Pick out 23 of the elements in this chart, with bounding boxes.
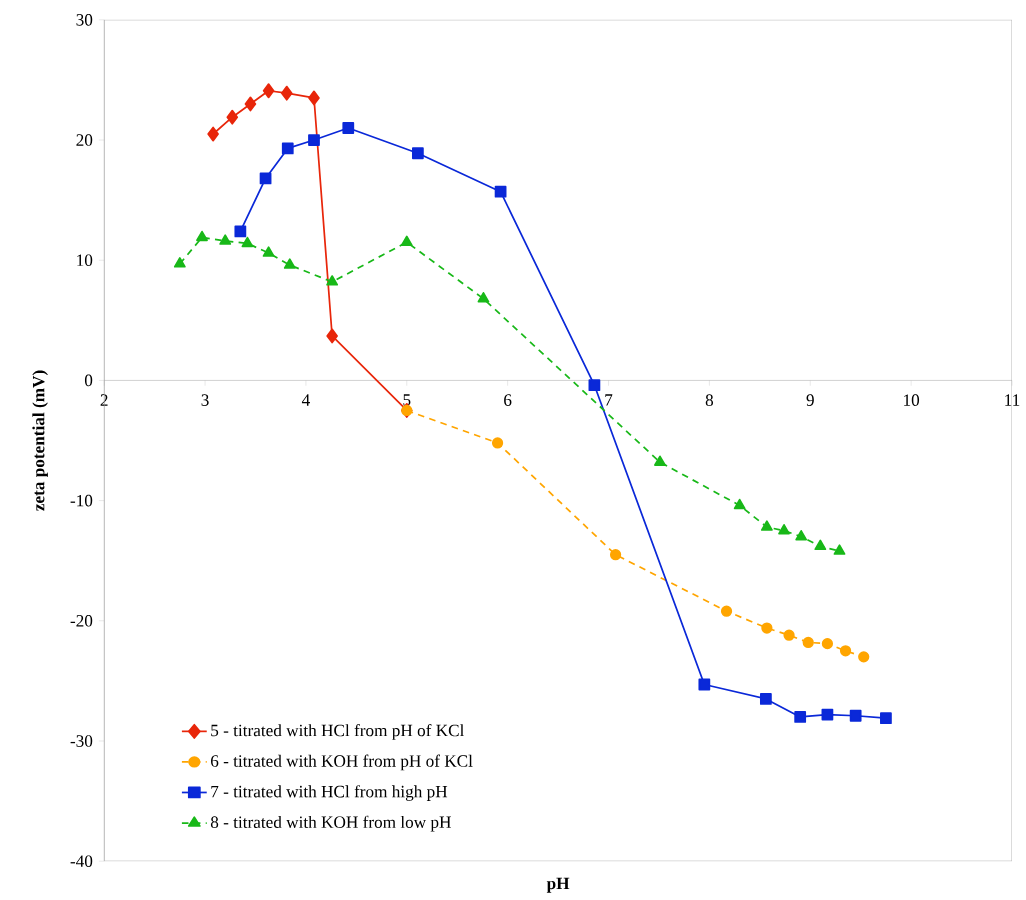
- x-tick-label: 10: [904, 394, 920, 407]
- y-tick-label: 20: [76, 134, 93, 146]
- x-axis-title: pH: [546, 877, 570, 893]
- legend-label: 7 - titrated with HCl from high pH: [211, 785, 448, 802]
- x-tick-label: 9: [806, 394, 814, 406]
- x-tick-label: 8: [705, 394, 714, 407]
- y-axis-title: zeta potential (mV): [32, 370, 48, 511]
- x-tick-label: 3: [201, 394, 209, 406]
- x-tick-label: 4: [301, 394, 310, 406]
- legend-label: 5 - titrated with HCl from pH of KCl: [211, 724, 465, 740]
- legend-label: 8 - titrated with KOH from low pH: [210, 815, 451, 832]
- y-tick-label: 0: [84, 374, 93, 387]
- y-tick-label: -40: [70, 855, 93, 868]
- x-tick-label: 7: [605, 394, 613, 406]
- y-tick-label: -20: [70, 615, 93, 627]
- y-tick-label: -30: [70, 735, 93, 747]
- x-tick-label: 11: [1005, 394, 1020, 406]
- y-tick-label: 30: [76, 14, 93, 26]
- x-tick-label: 6: [504, 394, 512, 406]
- y-tick-label: 10: [77, 254, 93, 267]
- legend-label: 6 - titrated with KOH from pH of KCl: [211, 754, 473, 771]
- x-tick-label: 2: [100, 394, 108, 406]
- y-tick-label: -10: [70, 494, 93, 507]
